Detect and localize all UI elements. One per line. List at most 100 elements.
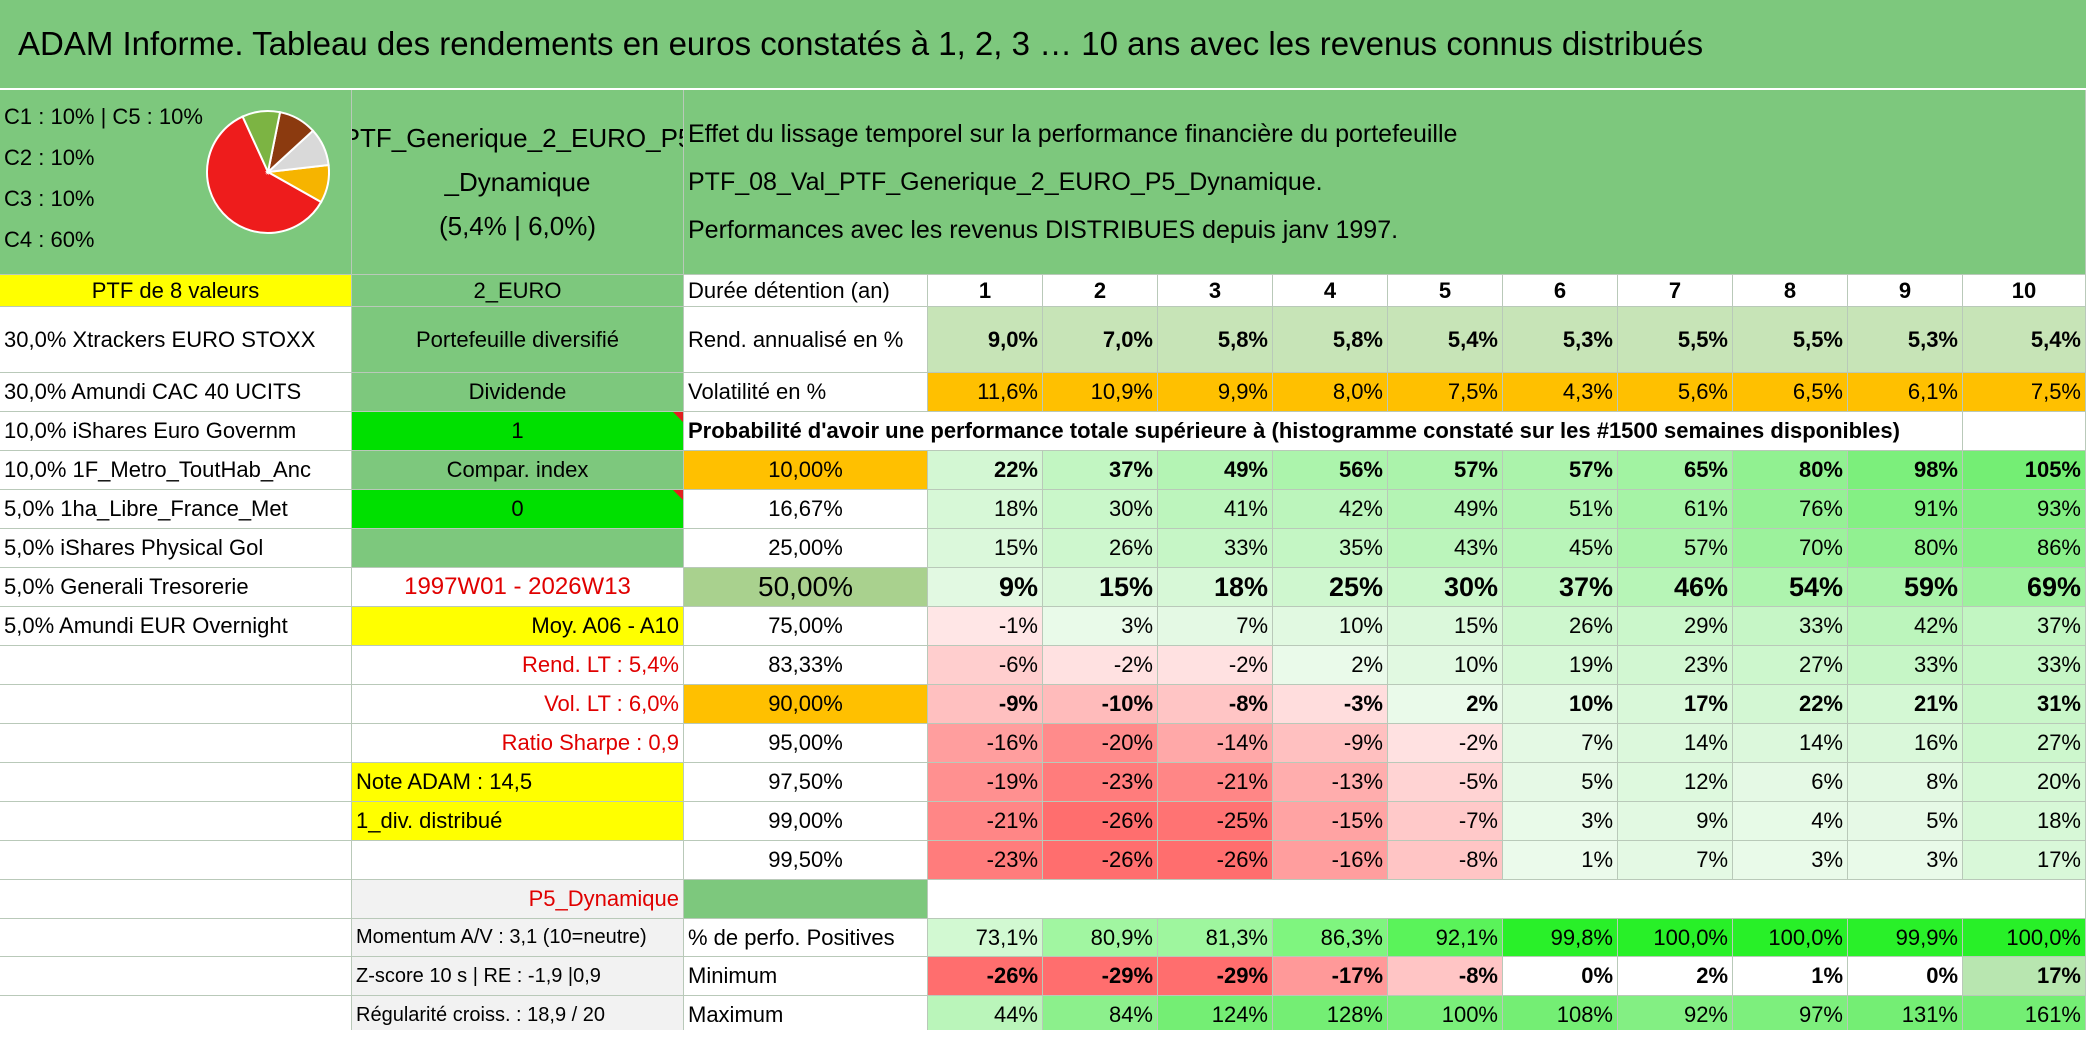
stat-pos-label: % de perfo. Positives <box>684 919 928 957</box>
portfolio-type: Portefeuille diversifié <box>352 307 684 373</box>
probability-value: 2% <box>1388 685 1503 724</box>
year-header: 8 <box>1733 275 1848 307</box>
allocation-pie-chart <box>206 110 330 234</box>
holding-item: 5,0% Amundi EUR Overnight <box>0 607 352 646</box>
stat-pos-value: 99,8% <box>1503 919 1618 957</box>
empty-cell <box>352 529 684 568</box>
probability-value: 7% <box>1158 607 1273 646</box>
stat-min-value: -17% <box>1273 957 1388 996</box>
description-line-1: Effet du lissage temporel sur la perform… <box>688 120 1458 196</box>
probability-value: -8% <box>1388 841 1503 880</box>
probability-value: -10% <box>1043 685 1158 724</box>
probability-value: -14% <box>1158 724 1273 763</box>
probability-value: 80% <box>1733 451 1848 490</box>
probability-threshold: 10,00% <box>684 451 928 490</box>
dividend-label: Dividende <box>352 373 684 412</box>
probability-value: 105% <box>1963 451 2086 490</box>
portfolio-attribute: Moy. A06 - A10 <box>352 607 684 646</box>
portfolio-attribute: 1997W01 - 2026W13 <box>352 568 684 607</box>
rend-value: 9,0% <box>928 307 1043 373</box>
probability-value: 21% <box>1848 685 1963 724</box>
stat-pos-value: 73,1% <box>928 919 1043 957</box>
probability-value: 15% <box>1043 568 1158 607</box>
probability-value: 42% <box>1848 607 1963 646</box>
probability-value: -21% <box>1158 763 1273 802</box>
empty-cell <box>0 763 352 802</box>
probability-value: 86% <box>1963 529 2086 568</box>
empty-cell <box>0 841 352 880</box>
probability-value: 31% <box>1963 685 2086 724</box>
stat-max-value: 97% <box>1733 996 1848 1035</box>
stat-min-value: 2% <box>1618 957 1733 996</box>
probability-value: 22% <box>928 451 1043 490</box>
probability-value: 10% <box>1273 607 1388 646</box>
probability-value: 70% <box>1733 529 1848 568</box>
probability-value: -16% <box>1273 841 1388 880</box>
probability-value: 6% <box>1733 763 1848 802</box>
holdings-header: PTF de 8 valeurs <box>0 275 352 307</box>
holding-item: 30,0% Amundi CAC 40 UCITS <box>0 373 352 412</box>
stat-min-value: 1% <box>1733 957 1848 996</box>
vol-value: 6,1% <box>1848 373 1963 412</box>
rend-value: 5,4% <box>1388 307 1503 373</box>
rend-value: 5,3% <box>1503 307 1618 373</box>
probability-value: -2% <box>1388 724 1503 763</box>
probability-value: 43% <box>1388 529 1503 568</box>
probability-value: -7% <box>1388 802 1503 841</box>
year-header: 9 <box>1848 275 1963 307</box>
probability-value: 18% <box>928 490 1043 529</box>
stat-pos-note: Momentum A/V : 3,1 (10=neutre) <box>352 919 684 957</box>
portfolio-attribute: Note ADAM : 14,5 <box>352 763 684 802</box>
portfolio-attribute: Compar. index <box>352 451 684 490</box>
probability-value: -16% <box>928 724 1043 763</box>
year-header: 6 <box>1503 275 1618 307</box>
probability-value: 16% <box>1848 724 1963 763</box>
comment-marker <box>673 412 683 422</box>
rend-value: 5,5% <box>1733 307 1848 373</box>
probability-value: 27% <box>1963 724 2086 763</box>
probability-value: 9% <box>1618 802 1733 841</box>
probability-value: 18% <box>1158 568 1273 607</box>
probability-value: -1% <box>928 607 1043 646</box>
stat-pos-value: 86,3% <box>1273 919 1388 957</box>
pie-slice-c4 <box>206 115 323 234</box>
probability-threshold: 99,00% <box>684 802 928 841</box>
year-header: 7 <box>1618 275 1733 307</box>
probability-value: -5% <box>1388 763 1503 802</box>
probability-value: 7% <box>1503 724 1618 763</box>
probability-value: -13% <box>1273 763 1388 802</box>
probability-value: 33% <box>1733 607 1848 646</box>
portfolio-attribute: Rend. LT : 5,4% <box>352 646 684 685</box>
probability-value: 10% <box>1388 646 1503 685</box>
probability-value: 59% <box>1848 568 1963 607</box>
empty-cell <box>0 957 352 996</box>
probability-threshold: 95,00% <box>684 724 928 763</box>
portfolio-name-cell: PTF_Generique_2_EURO_P5 _Dynamique (5,4% … <box>352 90 684 275</box>
probability-value: 12% <box>1618 763 1733 802</box>
probability-value: -2% <box>1158 646 1273 685</box>
year-header: 4 <box>1273 275 1388 307</box>
probability-value: -15% <box>1273 802 1388 841</box>
probability-value: 80% <box>1848 529 1963 568</box>
portfolio-attribute: 0 <box>352 490 684 529</box>
year-header: 10 <box>1963 275 2086 307</box>
probability-value: 27% <box>1733 646 1848 685</box>
vol-label: Volatilité en % <box>684 373 928 412</box>
stat-pos-value: 100,0% <box>1618 919 1733 957</box>
vol-value: 6,5% <box>1733 373 1848 412</box>
probability-value: 46% <box>1618 568 1733 607</box>
stat-max-value: 44% <box>928 996 1043 1035</box>
year-header: 3 <box>1158 275 1273 307</box>
probability-value: 61% <box>1618 490 1733 529</box>
rend-label: Rend. annualisé en % <box>684 307 928 373</box>
dividend-value: 1 <box>352 412 684 451</box>
probability-value: 33% <box>1963 646 2086 685</box>
empty-cell <box>1963 412 2086 451</box>
probability-value: 17% <box>1963 841 2086 880</box>
probability-value: 14% <box>1618 724 1733 763</box>
currency-label: 2_EURO <box>352 275 684 307</box>
vol-value: 11,6% <box>928 373 1043 412</box>
probability-value: -25% <box>1158 802 1273 841</box>
probability-value: -8% <box>1158 685 1273 724</box>
probability-value: 35% <box>1273 529 1388 568</box>
